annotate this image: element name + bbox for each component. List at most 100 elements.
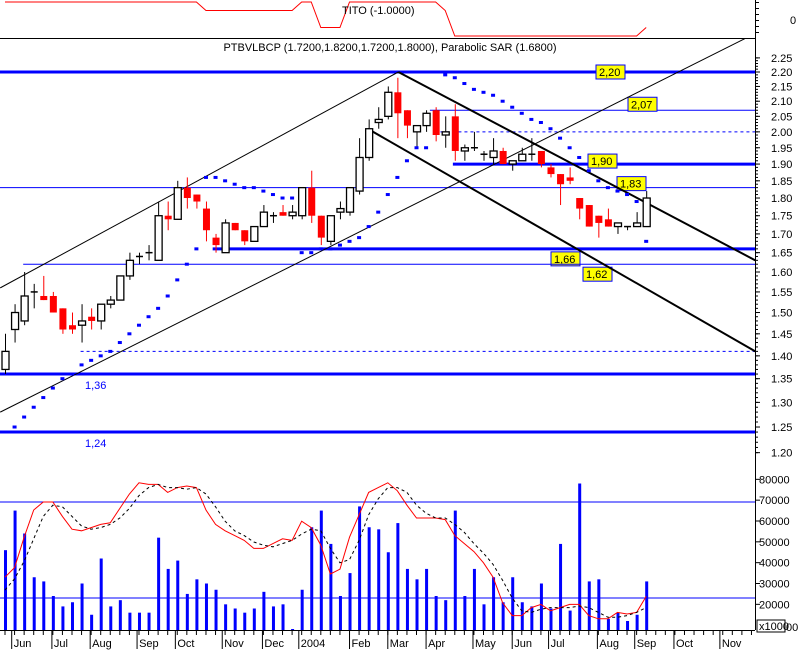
candle-body — [193, 194, 201, 202]
month-label: Jul — [551, 638, 565, 650]
level-label-box — [587, 153, 618, 169]
candle-body — [10, 311, 20, 331]
candle — [135, 252, 143, 265]
candle-body — [576, 198, 584, 209]
price-tick-label: 2.25 — [771, 53, 792, 65]
month-label: May — [475, 638, 496, 650]
price-tick-label: 1.30 — [771, 397, 792, 409]
volume-bar — [606, 618, 610, 630]
candle — [40, 275, 48, 301]
candle — [547, 164, 555, 178]
candle-body — [384, 91, 393, 117]
level-label-box — [550, 251, 581, 267]
volume-bar — [23, 533, 27, 630]
candle — [183, 177, 191, 209]
candle-body — [632, 222, 642, 228]
candle-body — [537, 150, 545, 165]
sar-dot — [299, 251, 304, 255]
sar-dot — [50, 386, 55, 390]
month-label: Oct — [676, 638, 693, 650]
price-tick-label: 2.00 — [771, 127, 792, 139]
candle — [20, 271, 29, 326]
volume-tick-label: 30000 — [759, 579, 790, 591]
month-label: Jun — [14, 638, 32, 650]
sar-dot — [328, 247, 333, 251]
sar-dot — [634, 200, 639, 204]
volume-bar — [434, 596, 438, 630]
price-tick-label: 1.35 — [771, 374, 792, 386]
candle-body — [77, 320, 87, 326]
candle — [508, 160, 517, 171]
volume-bar — [501, 602, 505, 630]
sar-dot — [605, 186, 610, 190]
volume-bar — [13, 510, 17, 630]
candle-body — [1, 350, 10, 371]
candle-body — [164, 215, 172, 220]
volume-tick-label: 50000 — [759, 537, 790, 549]
candle — [88, 308, 96, 330]
candle — [394, 77, 402, 139]
candle-body — [499, 150, 507, 165]
volume-bar — [61, 606, 65, 630]
candle-body — [547, 167, 555, 175]
candle — [451, 104, 459, 161]
level-label: 2,20 — [599, 67, 620, 79]
volume-bar — [291, 629, 295, 630]
volume-bar — [626, 621, 630, 630]
candle — [432, 107, 440, 142]
price-tick-label: 1.25 — [771, 422, 792, 434]
month-label: Nov — [722, 638, 742, 650]
candle — [355, 138, 364, 195]
sar-dot — [414, 146, 419, 150]
sar-dot — [270, 193, 275, 197]
candle — [250, 225, 259, 242]
level-label-box — [616, 176, 647, 192]
volume-bar — [463, 596, 467, 630]
candle-body — [432, 110, 440, 136]
volume-tick-label: 20000 — [759, 599, 790, 611]
candle — [279, 205, 287, 216]
sar-dot — [615, 189, 620, 193]
candle-body — [441, 131, 450, 136]
candle-body — [308, 187, 316, 216]
sar-dot — [519, 111, 524, 115]
candle — [384, 86, 393, 120]
level-label: 1,83 — [620, 179, 641, 191]
volume-bar — [492, 577, 496, 630]
candle-body — [403, 110, 411, 126]
month-label: Jul — [54, 638, 68, 650]
sar-dot — [194, 247, 199, 251]
volume-bar — [425, 568, 429, 630]
price-tick-label: 1.40 — [771, 351, 792, 363]
sar-dot — [31, 405, 36, 409]
volume-bar — [147, 612, 151, 630]
candle-body — [183, 187, 191, 199]
candle — [30, 283, 38, 309]
volume-bar — [262, 591, 266, 630]
sar-dot — [60, 377, 65, 381]
volume-bar — [195, 579, 199, 630]
candle — [365, 119, 374, 161]
sar-dot — [41, 396, 46, 400]
sar-dot — [175, 278, 180, 282]
candle — [470, 131, 478, 151]
volume-bar — [587, 581, 591, 630]
sar-dot — [357, 236, 362, 240]
candle — [489, 138, 498, 165]
candle-body — [298, 186, 307, 217]
sar-dot — [596, 179, 601, 183]
level-label-box — [582, 266, 613, 282]
month-label: Apr — [428, 638, 445, 650]
candle-body — [212, 237, 220, 246]
sar-dot — [309, 251, 314, 255]
volume-bar — [319, 510, 323, 630]
candle-body — [68, 325, 76, 330]
candle-body — [326, 215, 336, 242]
volume-bar — [300, 589, 304, 630]
volume-bar — [271, 606, 275, 630]
candle-body — [394, 92, 402, 114]
sar-dot — [146, 315, 151, 319]
volume-bar — [32, 577, 36, 630]
volume-bar — [51, 596, 55, 630]
